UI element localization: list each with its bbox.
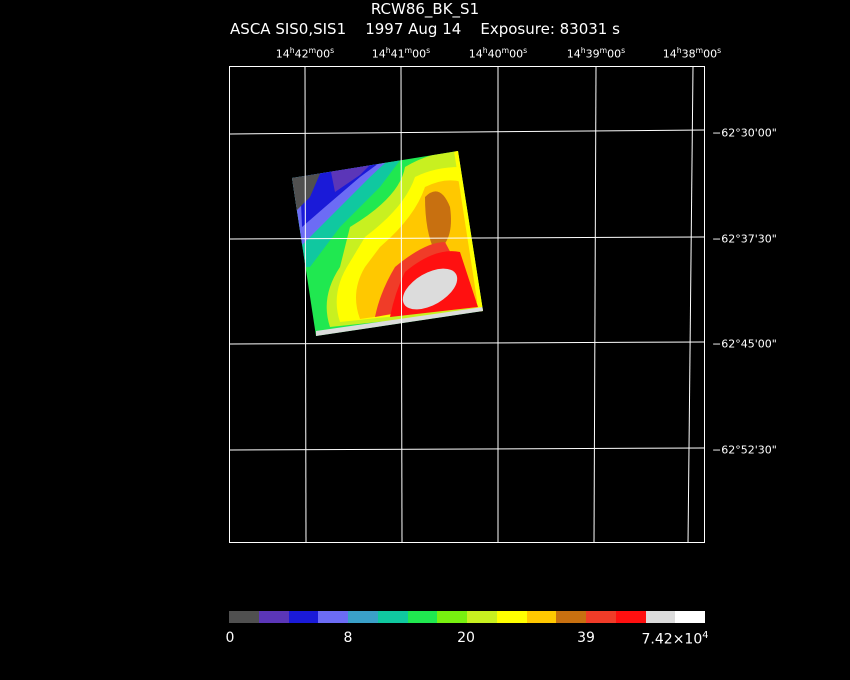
instrument-label: ASCA SIS0,SIS1 bbox=[230, 20, 347, 38]
colorbar-swatch bbox=[496, 611, 527, 623]
colorbar-swatch bbox=[288, 611, 319, 623]
colorbar-swatch bbox=[615, 611, 646, 623]
image-subtitle: ASCA SIS0,SIS1 1997 Aug 14 Exposure: 830… bbox=[0, 20, 850, 38]
colorbar-swatch bbox=[556, 611, 586, 623]
colorbar-swatch bbox=[645, 611, 676, 623]
dec-label-3: −62°45'00" bbox=[712, 337, 777, 351]
date-label: 1997 Aug 14 bbox=[365, 20, 462, 38]
ra-label-5: 14h38m00s bbox=[662, 46, 722, 61]
colorbar-label-8: 8 bbox=[343, 630, 353, 646]
dec-label-2: −62°37'30" bbox=[712, 232, 777, 246]
colorbar-swatch bbox=[348, 611, 378, 623]
ra-label-1: 14h42m00s bbox=[275, 46, 335, 61]
colorbar-swatch bbox=[229, 611, 259, 623]
dec-label-4: −62°52'30" bbox=[712, 443, 777, 457]
colorbar-swatch bbox=[377, 611, 408, 623]
exposure-label: Exposure: 83031 s bbox=[480, 20, 620, 38]
ra-label-4: 14h39m00s bbox=[566, 46, 626, 61]
colorbar bbox=[229, 611, 705, 623]
colorbar-swatch bbox=[526, 611, 557, 623]
colorbar-swatch bbox=[258, 611, 289, 623]
colorbar-swatch bbox=[437, 611, 467, 623]
colorbar-label-39: 39 bbox=[577, 630, 595, 646]
intensity-map bbox=[292, 151, 483, 336]
colorbar-swatch bbox=[467, 611, 497, 623]
colorbar-label-0: 0 bbox=[225, 630, 235, 646]
coordinate-grid bbox=[230, 67, 704, 542]
dec-label-1: −62°30'00" bbox=[712, 126, 777, 140]
ra-label-3: 14h40m00s bbox=[468, 46, 528, 61]
colorbar-swatch bbox=[675, 611, 705, 623]
image-title: RCW86_BK_S1 bbox=[370, 0, 480, 18]
sky-image-frame bbox=[229, 66, 705, 543]
colorbar-swatch bbox=[407, 611, 438, 623]
colorbar-label-max: 7.42×104 bbox=[641, 630, 709, 648]
colorbar-label-20: 20 bbox=[457, 630, 475, 646]
sky-image bbox=[230, 67, 704, 542]
colorbar-swatch bbox=[586, 611, 616, 623]
colorbar-swatch bbox=[318, 611, 348, 623]
ra-label-2: 14h41m00s bbox=[371, 46, 431, 61]
